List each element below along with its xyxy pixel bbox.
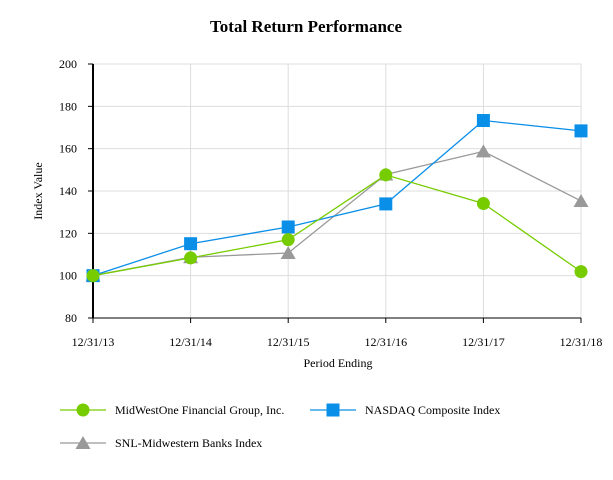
y-tick-label: 80 [65,311,77,325]
legend-item: SNL-Midwestern Banks Index [60,436,262,450]
data-point [184,251,198,265]
series-line [92,150,582,277]
data-point [476,196,490,210]
y-axis-label: Index Value [31,162,45,219]
data-point [573,193,589,207]
data-point [184,237,198,251]
data-point [379,168,393,182]
data-point [476,114,490,128]
legend-label: NASDAQ Composite Index [365,403,500,417]
data-point [281,233,295,247]
y-tick-label: 120 [59,226,77,240]
x-tick-label: 12/31/13 [72,335,115,349]
data-point [280,246,296,260]
x-tick-label: 12/31/14 [169,335,212,349]
x-tick-label: 12/31/17 [462,335,505,349]
data-point [574,265,588,279]
legend-item: MidWestOne Financial Group, Inc. [60,403,284,417]
legend-item: NASDAQ Composite Index [310,403,500,417]
data-point [475,144,491,158]
series-line [92,119,582,277]
y-tick-label: 180 [59,99,77,113]
data-point [86,269,100,283]
legend-marker [75,436,91,449]
x-tick-label: 12/31/16 [364,335,407,349]
series-midwestone-financial-group-inc [86,168,588,283]
legend-label: SNL-Midwestern Banks Index [115,436,262,450]
data-point [379,197,393,211]
series-nasdaq-composite-index [86,114,588,283]
legend-marker [326,403,340,417]
data-point [574,124,588,138]
series-line [92,174,582,277]
data-point [281,220,295,234]
y-tick-label: 140 [59,184,77,198]
legend-label: MidWestOne Financial Group, Inc. [115,403,284,417]
chart-title: Total Return Performance [210,17,402,36]
y-tick-label: 100 [59,269,77,283]
series-snl-midwestern-banks-index [85,144,589,282]
y-tick-label: 160 [59,142,77,156]
legend-marker [76,403,90,417]
x-tick-label: 12/31/18 [560,335,603,349]
y-tick-label: 200 [59,57,77,71]
x-axis-label: Period Ending [304,356,373,370]
x-tick-label: 12/31/15 [267,335,310,349]
